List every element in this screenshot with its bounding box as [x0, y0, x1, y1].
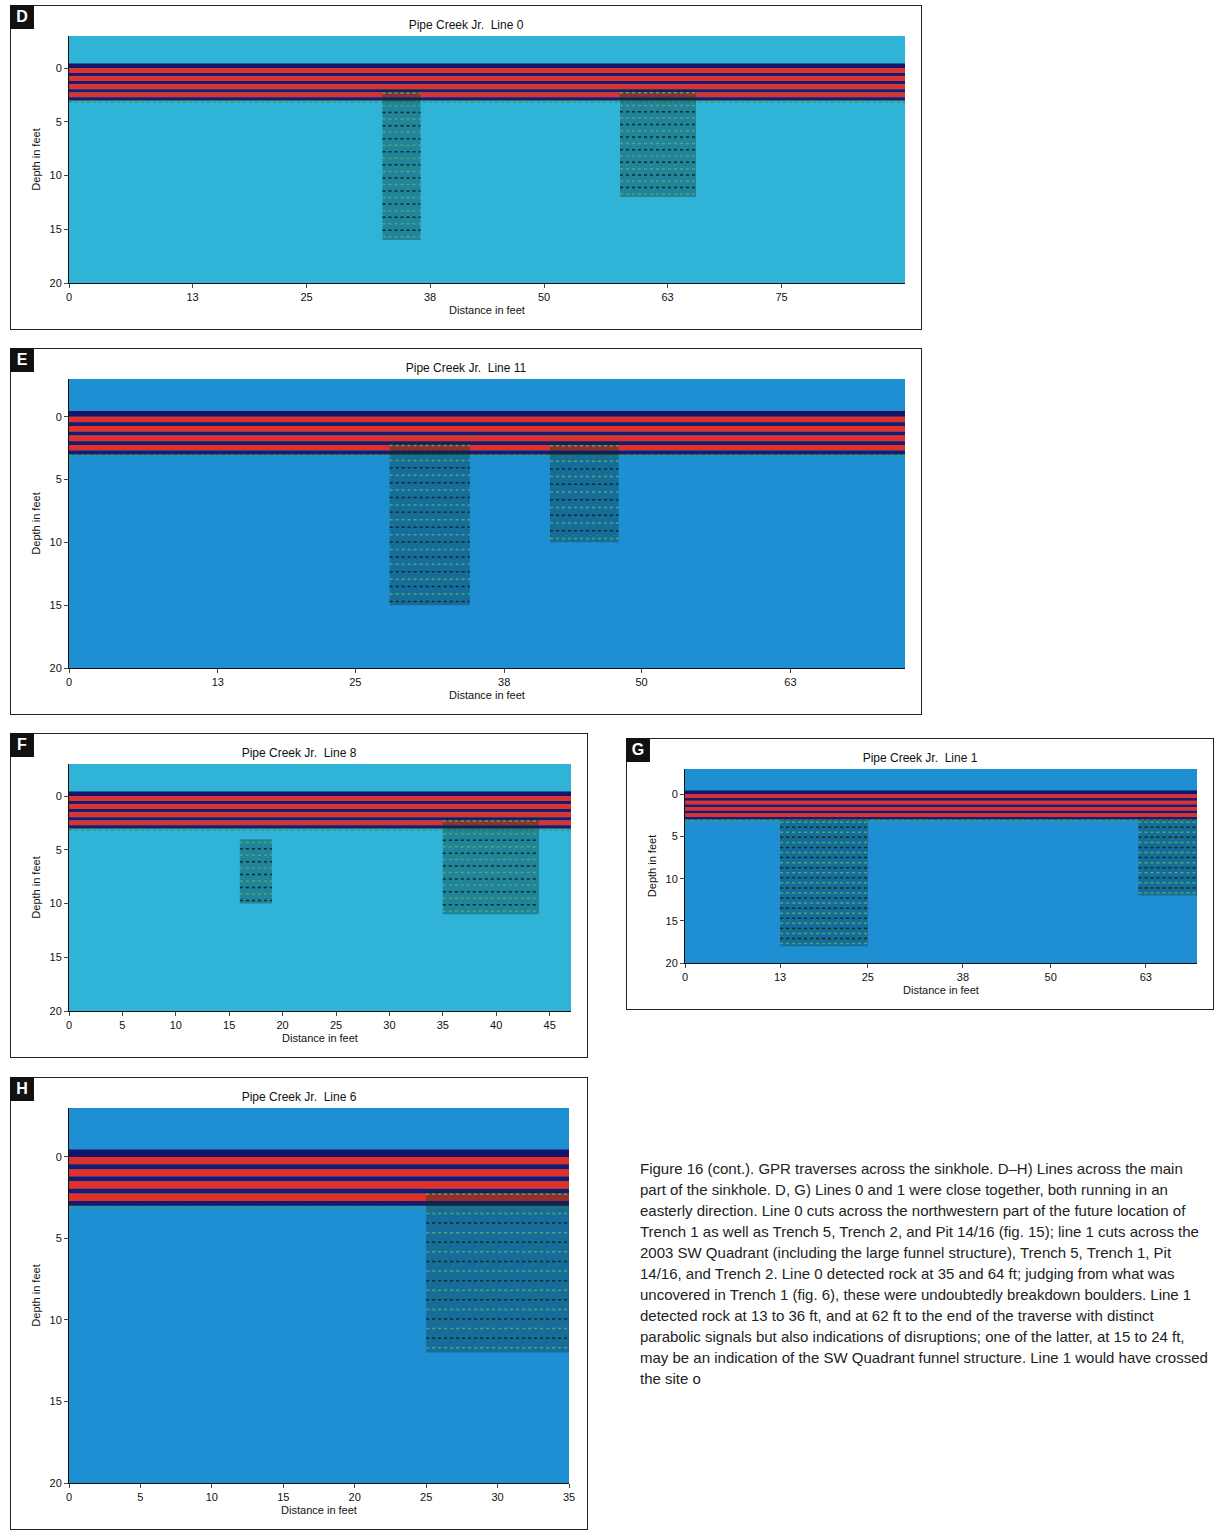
svg-text:75: 75: [775, 291, 787, 303]
svg-text:5: 5: [56, 473, 62, 485]
svg-text:50: 50: [1045, 971, 1057, 983]
svg-text:50: 50: [635, 676, 647, 688]
svg-text:63: 63: [1140, 971, 1152, 983]
svg-text:Distance in feet: Distance in feet: [903, 984, 979, 996]
svg-text:10: 10: [50, 897, 62, 909]
svg-text:20: 20: [276, 1019, 288, 1031]
svg-text:5: 5: [137, 1491, 143, 1503]
svg-text:15: 15: [277, 1491, 289, 1503]
svg-text:25: 25: [862, 971, 874, 983]
svg-text:Pipe Creek Jr. Line 8: Pipe Creek Jr. Line 8: [242, 746, 357, 760]
svg-text:0: 0: [56, 1151, 62, 1163]
svg-text:35: 35: [437, 1019, 449, 1031]
svg-text:10: 10: [666, 873, 678, 885]
svg-text:Depth in feet: Depth in feet: [30, 492, 42, 554]
svg-text:13: 13: [774, 971, 786, 983]
svg-text:15: 15: [223, 1019, 235, 1031]
svg-text:25: 25: [300, 291, 312, 303]
svg-text:20: 20: [50, 1005, 62, 1017]
svg-text:0: 0: [56, 790, 62, 802]
svg-text:10: 10: [50, 169, 62, 181]
svg-text:25: 25: [420, 1491, 432, 1503]
svg-text:40: 40: [490, 1019, 502, 1031]
svg-text:10: 10: [170, 1019, 182, 1031]
svg-text:Distance in feet: Distance in feet: [281, 1504, 357, 1516]
svg-text:Distance in feet: Distance in feet: [449, 689, 525, 701]
svg-text:5: 5: [672, 830, 678, 842]
svg-text:Distance in feet: Distance in feet: [449, 304, 525, 316]
svg-text:30: 30: [491, 1491, 503, 1503]
svg-text:38: 38: [498, 676, 510, 688]
svg-text:10: 10: [50, 1314, 62, 1326]
svg-text:63: 63: [784, 676, 796, 688]
html-text:F: F: [17, 736, 27, 753]
svg-text:13: 13: [212, 676, 224, 688]
svg-text:25: 25: [349, 676, 361, 688]
svg-text:45: 45: [544, 1019, 556, 1031]
svg-text:Depth in feet: Depth in feet: [30, 1264, 42, 1326]
svg-text:5: 5: [56, 1232, 62, 1244]
svg-text:38: 38: [424, 291, 436, 303]
svg-text:5: 5: [119, 1019, 125, 1031]
svg-text:0: 0: [672, 788, 678, 800]
svg-text:0: 0: [66, 676, 72, 688]
html-text:D: D: [16, 8, 28, 25]
svg-text:20: 20: [349, 1491, 361, 1503]
svg-text:20: 20: [50, 1477, 62, 1489]
svg-text:Pipe Creek Jr. Line 1: Pipe Creek Jr. Line 1: [863, 751, 978, 765]
svg-text:0: 0: [682, 971, 688, 983]
svg-text:Pipe Creek Jr. Line 0: Pipe Creek Jr. Line 0: [409, 18, 524, 32]
html-text:H: H: [16, 1080, 28, 1097]
svg-text:Depth in feet: Depth in feet: [646, 835, 658, 897]
svg-text:30: 30: [383, 1019, 395, 1031]
html-text:G: G: [631, 741, 645, 758]
svg-text:15: 15: [50, 1395, 62, 1407]
svg-text:15: 15: [666, 915, 678, 927]
svg-text:50: 50: [538, 291, 550, 303]
svg-text:Pipe Creek Jr. Line 11: Pipe Creek Jr. Line 11: [406, 361, 527, 375]
svg-text:13: 13: [186, 291, 198, 303]
svg-text:10: 10: [206, 1491, 218, 1503]
svg-text:Depth in feet: Depth in feet: [30, 128, 42, 190]
svg-text:20: 20: [50, 662, 62, 674]
svg-text:63: 63: [661, 291, 673, 303]
svg-text:5: 5: [56, 844, 62, 856]
svg-text:0: 0: [56, 411, 62, 423]
svg-text:10: 10: [50, 536, 62, 548]
svg-text:15: 15: [50, 599, 62, 611]
svg-text:15: 15: [50, 223, 62, 235]
svg-text:25: 25: [330, 1019, 342, 1031]
svg-text:38: 38: [957, 971, 969, 983]
svg-text:15: 15: [50, 951, 62, 963]
html-text:E: E: [16, 351, 28, 368]
svg-text:Depth in feet: Depth in feet: [30, 856, 42, 918]
html-text:Figure 16 (cont.). GPR travers: Figure 16 (cont.). GPR traverses across …: [640, 1160, 1208, 1387]
svg-text:0: 0: [66, 1491, 72, 1503]
svg-text:0: 0: [56, 62, 62, 74]
svg-text:20: 20: [50, 277, 62, 289]
svg-text:5: 5: [56, 116, 62, 128]
svg-text:Distance in feet: Distance in feet: [282, 1032, 358, 1044]
svg-text:0: 0: [66, 1019, 72, 1031]
svg-text:35: 35: [563, 1491, 575, 1503]
svg-text:0: 0: [66, 291, 72, 303]
svg-text:20: 20: [666, 957, 678, 969]
svg-text:Pipe Creek Jr. Line 6: Pipe Creek Jr. Line 6: [242, 1090, 357, 1104]
